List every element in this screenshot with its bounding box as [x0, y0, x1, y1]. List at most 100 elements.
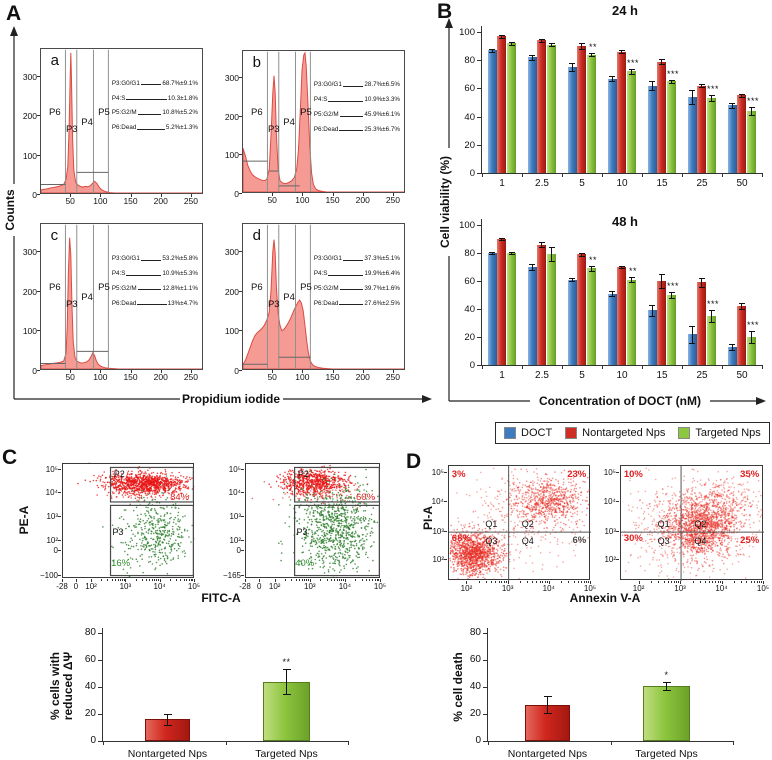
- data-point: [377, 495, 379, 498]
- region-label-p5: P5: [98, 106, 110, 118]
- data-point: [484, 569, 487, 571]
- data-point: [172, 475, 174, 477]
- data-point: [356, 508, 359, 510]
- histogram-curve: [41, 53, 202, 193]
- data-point: [164, 521, 166, 523]
- data-point: [306, 483, 308, 486]
- data-point: [145, 546, 148, 549]
- data-point: [480, 559, 483, 562]
- data-point: [170, 550, 173, 552]
- bar-nontargeted-nps: [657, 61, 667, 173]
- data-point: [353, 533, 356, 535]
- data-point: [297, 497, 299, 500]
- data-point: [463, 556, 465, 558]
- stat-value: 10.9%±3.3%: [364, 95, 400, 103]
- data-point: [357, 566, 359, 568]
- error-cap: [748, 115, 755, 117]
- data-point: [347, 484, 350, 487]
- data-point: [296, 487, 299, 490]
- data-point: [359, 505, 361, 508]
- data-point: [493, 543, 495, 546]
- data-point: [486, 569, 488, 572]
- y-tick-mark: [477, 32, 481, 33]
- stats-block: P3:G0/G1 53.2%±5.8% P4:S 10.9%±5.3% P5:G2/M 1…: [112, 255, 198, 316]
- data-point: [337, 531, 340, 533]
- data-point: [263, 481, 266, 483]
- stat-row: P4:S 19.9%±6.4%: [314, 270, 400, 277]
- data-point: [173, 547, 176, 550]
- data-point: [345, 534, 348, 537]
- data-point: [336, 543, 338, 546]
- data-point: [268, 483, 270, 485]
- x-tick-label: 50: [267, 195, 277, 205]
- data-point: [155, 553, 157, 556]
- data-point: [450, 566, 452, 568]
- data-point: [102, 484, 104, 487]
- y-tick-mark: [241, 491, 244, 493]
- data-point: [141, 558, 143, 560]
- x-tick-label: 10²: [85, 582, 97, 591]
- data-point: [327, 490, 329, 493]
- data-point: [149, 545, 151, 547]
- data-point: [327, 511, 329, 513]
- data-point: [463, 545, 465, 548]
- data-point: [174, 488, 177, 491]
- data-point: [463, 536, 465, 539]
- data-point: [116, 531, 119, 533]
- data-point: [469, 563, 471, 565]
- data-point: [345, 509, 347, 511]
- data-point: [168, 489, 171, 491]
- data-point: [346, 549, 349, 551]
- data-point: [104, 489, 106, 491]
- legend-swatch-targeted: [678, 427, 691, 439]
- data-point: [117, 476, 120, 479]
- data-point: [281, 487, 284, 490]
- data-point: [191, 477, 193, 479]
- data-point: [132, 478, 135, 480]
- data-point: [170, 559, 172, 561]
- data-point: [324, 545, 327, 548]
- data-point: [322, 519, 325, 522]
- data-point: [500, 554, 502, 556]
- data-point: [333, 527, 335, 529]
- region-label-p3: P3: [267, 299, 280, 311]
- data-point: [136, 560, 139, 563]
- data-point: [497, 544, 499, 547]
- data-point: [140, 545, 142, 547]
- data-point: [151, 526, 154, 529]
- data-point: [138, 489, 141, 491]
- data-point: [325, 515, 327, 517]
- error-bar: [731, 102, 733, 109]
- error-cap: [649, 89, 656, 91]
- error-cap: [538, 247, 545, 249]
- data-point: [307, 528, 310, 531]
- data-point: [322, 529, 324, 532]
- data-point: [496, 552, 498, 554]
- error-bar: [581, 43, 583, 49]
- data-point: [461, 543, 464, 545]
- data-point: [137, 467, 139, 470]
- data-point: [340, 512, 343, 515]
- data-point: [458, 560, 460, 563]
- data-point: [145, 531, 148, 533]
- data-point: [319, 511, 322, 513]
- data-point: [309, 470, 311, 472]
- data-point: [141, 480, 143, 483]
- data-point: [151, 496, 153, 499]
- data-point: [494, 568, 497, 570]
- data-point: [301, 537, 303, 539]
- data-point: [472, 549, 474, 551]
- data-point: [282, 479, 285, 481]
- data-point: [560, 499, 563, 501]
- error-bar: [571, 278, 573, 281]
- data-point: [145, 544, 148, 546]
- data-point: [461, 551, 464, 553]
- data-point: [329, 556, 332, 558]
- data-point: [343, 515, 346, 518]
- data-point: [486, 562, 489, 564]
- data-point: [506, 515, 508, 517]
- data-point: [333, 478, 336, 481]
- data-point: [127, 544, 130, 547]
- data-point: [461, 547, 463, 549]
- data-point: [530, 488, 533, 491]
